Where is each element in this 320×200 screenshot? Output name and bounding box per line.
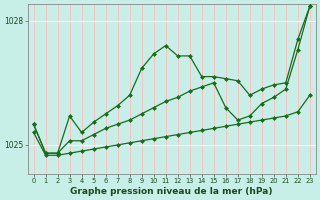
X-axis label: Graphe pression niveau de la mer (hPa): Graphe pression niveau de la mer (hPa) — [70, 187, 273, 196]
